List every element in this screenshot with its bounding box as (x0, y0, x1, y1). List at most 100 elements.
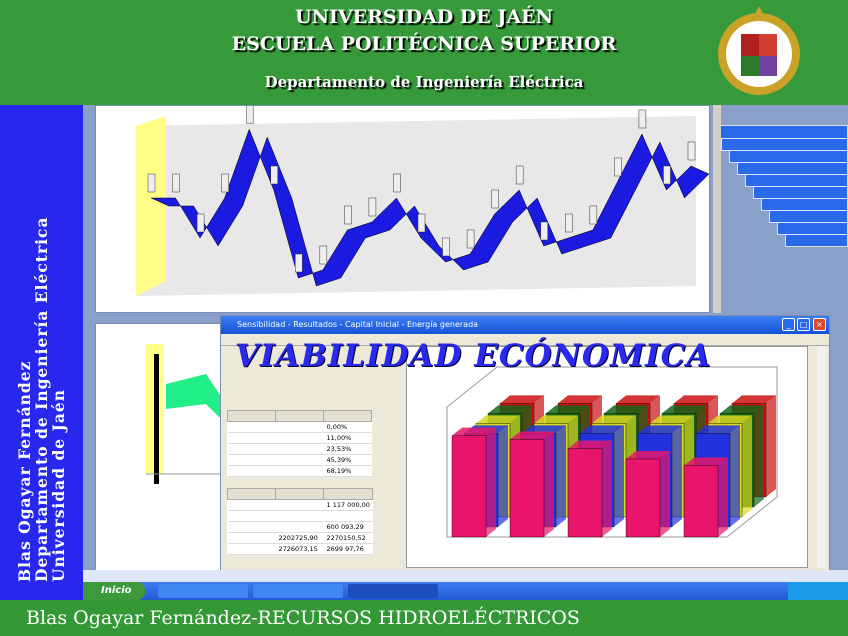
upper-chart-window (95, 104, 710, 313)
table-cell (323, 510, 373, 522)
column-header[interactable] (323, 410, 372, 422)
table-cell (275, 421, 324, 433)
data-label (196, 213, 205, 233)
bar-top (488, 405, 532, 414)
bar-side (602, 440, 612, 537)
stacked-window[interactable] (713, 125, 848, 139)
table-cell: 11,00% (323, 432, 372, 444)
data-label (589, 205, 598, 225)
column-header[interactable] (275, 488, 324, 500)
viability-title: VIABILIDAD ECÓNOMICA (235, 338, 712, 374)
stacked-window[interactable] (753, 185, 848, 199)
taskbar: Inicio (83, 582, 848, 600)
column-header[interactable] (227, 488, 276, 500)
bar-top (650, 415, 694, 424)
bar-top (638, 425, 682, 434)
table-cell (275, 454, 324, 466)
system-tray (788, 582, 848, 600)
stacked-window[interactable] (777, 221, 848, 235)
stacked-window[interactable] (745, 173, 848, 187)
data-label (638, 109, 647, 129)
table-cell: 2202725,90 (275, 532, 324, 544)
bar-side (614, 425, 624, 527)
table-cell (275, 521, 324, 533)
table-cell (227, 432, 276, 444)
bar (509, 439, 545, 538)
side-wall (136, 116, 166, 296)
slide-footer: Blas Ogayar Fernández-RECURSOS HIDROELÉC… (0, 600, 848, 636)
data-label (687, 141, 696, 161)
stacked-window[interactable] (721, 137, 848, 151)
table-row: 2726073,15 2699 97,76 (227, 543, 373, 555)
author-sidebar: Blas Ogayar Fernández Departamento de In… (0, 105, 83, 600)
bar (451, 435, 487, 538)
bar-top (684, 457, 728, 466)
sensitivity-results-window: Sensibilidad - Resultados - Capital Inic… (220, 315, 830, 577)
results-table-2: 1 117 000,00 600 093,29 2202725,90 2270150,… (227, 488, 374, 555)
table-row: 2202725,90 2270150,52 (227, 532, 373, 544)
bar-side (742, 415, 752, 517)
data-label (491, 189, 499, 209)
bar-top (662, 405, 706, 414)
table-cell (227, 510, 276, 522)
horizontal-scrollbar[interactable] (83, 570, 848, 582)
stacked-window[interactable] (761, 197, 848, 211)
data-label (515, 165, 524, 185)
bar (625, 458, 661, 538)
data-label (614, 157, 622, 177)
table-row: 11,00% (227, 432, 372, 444)
stacked-window[interactable] (737, 161, 848, 175)
table-cell (227, 421, 276, 433)
upper-3d-line-chart (136, 104, 710, 296)
column-header[interactable] (227, 410, 276, 422)
university-seal-icon (718, 6, 800, 95)
table-cell: 1 117 000,00 (323, 499, 373, 511)
taskbar-item-3[interactable] (348, 584, 438, 598)
table-cell: 2699 97,76 (323, 543, 373, 555)
table-cell (227, 543, 276, 555)
3d-bar-chart (446, 366, 778, 538)
column-header[interactable] (275, 410, 324, 422)
bar-top (616, 395, 660, 404)
data-label (270, 165, 278, 185)
taskbar-item-2[interactable] (253, 584, 343, 598)
bar-side (672, 425, 682, 527)
bar-top (534, 415, 578, 424)
table-cell (227, 465, 276, 477)
chart-panel (406, 346, 808, 568)
bar-top (604, 405, 648, 414)
university-name: UNIVERSIDAD DE JAÉN (295, 6, 553, 28)
maximize-button[interactable]: □ (797, 318, 810, 331)
lower-chart-window (95, 323, 226, 578)
bar-top (732, 395, 776, 404)
table-cell: 2726073,15 (275, 543, 324, 555)
taskbar-item-1[interactable] (158, 584, 248, 598)
bar-top (452, 427, 496, 436)
bar (567, 448, 603, 538)
table-row: 0,00% (227, 421, 372, 433)
slide-header: UNIVERSIDAD DE JAÉN ESCUELA POLITÉCNICA … (0, 0, 848, 105)
table-row: 23,53% (227, 443, 372, 455)
start-button[interactable]: Inicio (83, 582, 145, 600)
author-university: Universidad de Jaén (49, 388, 68, 582)
close-button[interactable]: × (813, 318, 826, 331)
minimize-button[interactable]: _ (782, 318, 795, 331)
stacked-window[interactable] (769, 209, 848, 223)
data-label (344, 205, 352, 225)
vertical-scrollbar[interactable] (817, 346, 827, 568)
stacked-window[interactable] (729, 149, 848, 163)
tab-strip[interactable] (221, 334, 829, 346)
bar (683, 465, 719, 538)
table-cell: 68,19% (323, 465, 372, 477)
bar-top (546, 405, 590, 414)
data-label (172, 173, 180, 193)
desktop-screenshot: Sensibilidad - Resultados - Capital Inic… (83, 104, 848, 600)
bar-top (720, 405, 764, 414)
scrollbar[interactable] (713, 105, 721, 313)
data-label (221, 173, 229, 193)
table-cell: 23,53% (323, 443, 372, 455)
column-header[interactable] (322, 488, 374, 500)
table-cell (227, 532, 276, 544)
table-cell (227, 499, 276, 511)
stacked-window[interactable] (785, 233, 848, 247)
